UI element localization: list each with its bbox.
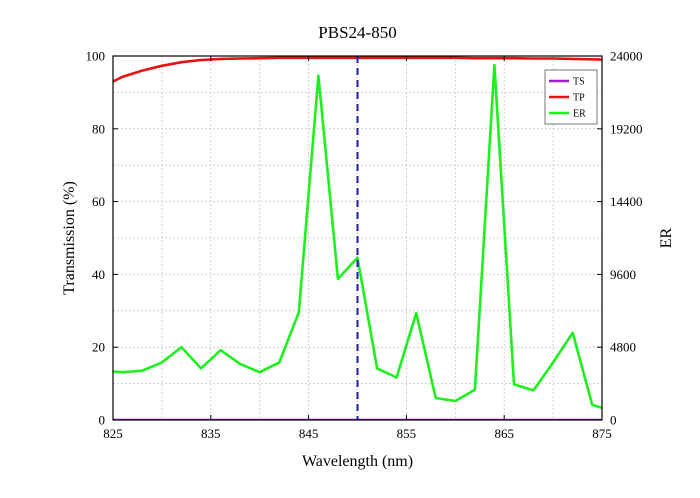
y-tick-label: 20	[92, 340, 105, 355]
y2-tick-label: 4800	[610, 340, 636, 355]
x-tick-label: 875	[592, 426, 612, 441]
legend-label-tp: TP	[573, 93, 585, 104]
y2-tick-label: 14400	[610, 194, 643, 209]
y2-tick-label: 19200	[610, 121, 643, 136]
series-line-er	[112, 63, 603, 410]
legend-label-er: ER	[573, 109, 586, 120]
legend: TS TP ER	[544, 69, 598, 125]
y-tick-label: 0	[99, 413, 106, 428]
y-tick-label: 60	[92, 194, 105, 209]
legend-label-ts: TS	[573, 77, 585, 88]
x-tick-label: 845	[299, 426, 319, 441]
x-axis-title: Wavelength (nm)	[302, 453, 413, 470]
chart-title: PBS24-850	[318, 23, 396, 42]
y2-tick-label: 24000	[610, 49, 643, 64]
x-tick-label: 865	[494, 426, 514, 441]
plot-frame	[112, 55, 603, 421]
y2-tick-label: 0	[610, 413, 617, 428]
y2-tick-label: 9600	[610, 267, 636, 282]
y-tick-label: 100	[86, 49, 106, 64]
y-axis-title: Transmission (%)	[61, 181, 78, 295]
tick-group: 825 835 845 855 865 8750204060801000480096001…	[86, 49, 643, 442]
x-tick-label: 825	[103, 426, 123, 441]
x-tick-label: 855	[397, 426, 417, 441]
x-tick-label: 835	[201, 426, 221, 441]
y2-axis-title: ER	[658, 227, 675, 248]
y-tick-label: 40	[92, 267, 105, 282]
y-tick-label: 80	[92, 121, 105, 136]
